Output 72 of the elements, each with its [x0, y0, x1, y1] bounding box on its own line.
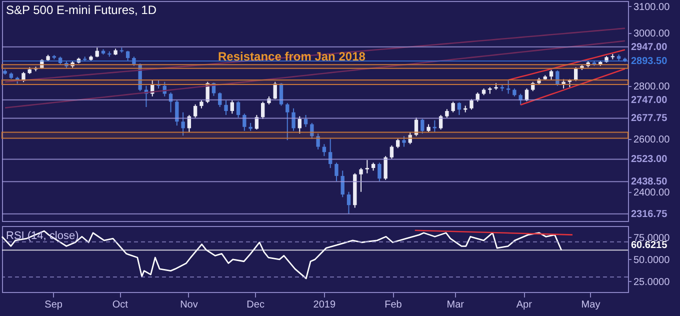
candlestick: [451, 101, 455, 113]
candlestick: [322, 144, 326, 157]
candlestick: [340, 170, 344, 198]
ref-line-label: 2893.50: [631, 56, 668, 68]
annotation: Resistance from Jan 2018: [218, 50, 366, 64]
candlestick: [95, 47, 99, 58]
candlestick: [260, 101, 265, 120]
candlestick: [470, 98, 474, 110]
candlestick: [230, 100, 234, 114]
candlestick: [414, 117, 418, 137]
line-series: [508, 49, 626, 81]
y-tick-label: 2800.00: [634, 81, 670, 92]
candlestick: [378, 162, 382, 182]
x-tick-label: Dec: [246, 300, 264, 310]
candlestick: [181, 112, 185, 136]
candlestick: [236, 100, 240, 118]
y-tick-label: 3100.00: [634, 2, 670, 13]
y-tick-label: 3000.00: [634, 28, 670, 40]
candlestick: [242, 113, 246, 132]
y-tick-label: 2600.00: [634, 134, 670, 146]
candlestick: [254, 114, 259, 130]
candlestick: [408, 132, 412, 145]
candlestick: [556, 70, 560, 86]
x-tick-label: May: [581, 300, 600, 310]
candlestick: [175, 100, 179, 126]
candlestick: [224, 100, 228, 116]
candlestick: [359, 167, 363, 192]
chart-title: S&P 500 E-mini Futures, 1D: [6, 3, 157, 17]
candlestick: [531, 81, 535, 92]
line-series: [520, 68, 626, 106]
candlestick: [420, 118, 424, 134]
candlestick: [126, 50, 130, 62]
candlestick: [273, 81, 277, 100]
candlestick: [574, 66, 578, 82]
x-tick-label: Sep: [44, 300, 63, 310]
candlestick: [457, 102, 462, 116]
ref-line-label: 2438.50: [631, 176, 668, 188]
ref-line-label: 2747.00: [631, 94, 668, 106]
candlestick: [298, 116, 302, 134]
candlestick: [402, 136, 406, 148]
ref-line-label: 2677.75: [631, 113, 668, 124]
ref-line-label: 2523.00: [631, 154, 668, 166]
y-tick-label: 25.0000: [634, 276, 670, 288]
x-tick-label: Feb: [384, 300, 402, 310]
x-tick-label: Oct: [112, 300, 128, 310]
y-tick-label: 50.0000: [634, 254, 670, 266]
candlestick: [334, 162, 338, 182]
candlestick: [292, 108, 296, 132]
x-tick-label: Mar: [446, 300, 465, 310]
y-tick-label: 2400.00: [634, 187, 670, 198]
candlestick: [316, 133, 320, 150]
candlestick: [346, 191, 351, 214]
x-tick-label: Apr: [516, 300, 533, 310]
candlestick: [506, 79, 510, 94]
x-tick-label: 2019: [313, 300, 336, 310]
candlestick: [218, 92, 222, 108]
candlestick: [279, 82, 284, 106]
ref-line-label: 2947.00: [631, 42, 668, 53]
line-series: [4, 40, 626, 108]
x-tick-label: Nov: [180, 300, 198, 310]
candlestick: [384, 156, 388, 180]
candlestick: [396, 138, 400, 149]
candlestick: [549, 69, 554, 82]
ref-line-label: 2316.75: [631, 208, 668, 220]
candlestick: [390, 144, 394, 160]
candlestick: [193, 104, 198, 118]
candlestick: [365, 160, 370, 174]
candlestick: [562, 78, 566, 89]
candlestick: [304, 114, 308, 128]
line-series: [4, 28, 626, 82]
candlestick: [310, 122, 314, 140]
candlestick: [286, 102, 290, 141]
